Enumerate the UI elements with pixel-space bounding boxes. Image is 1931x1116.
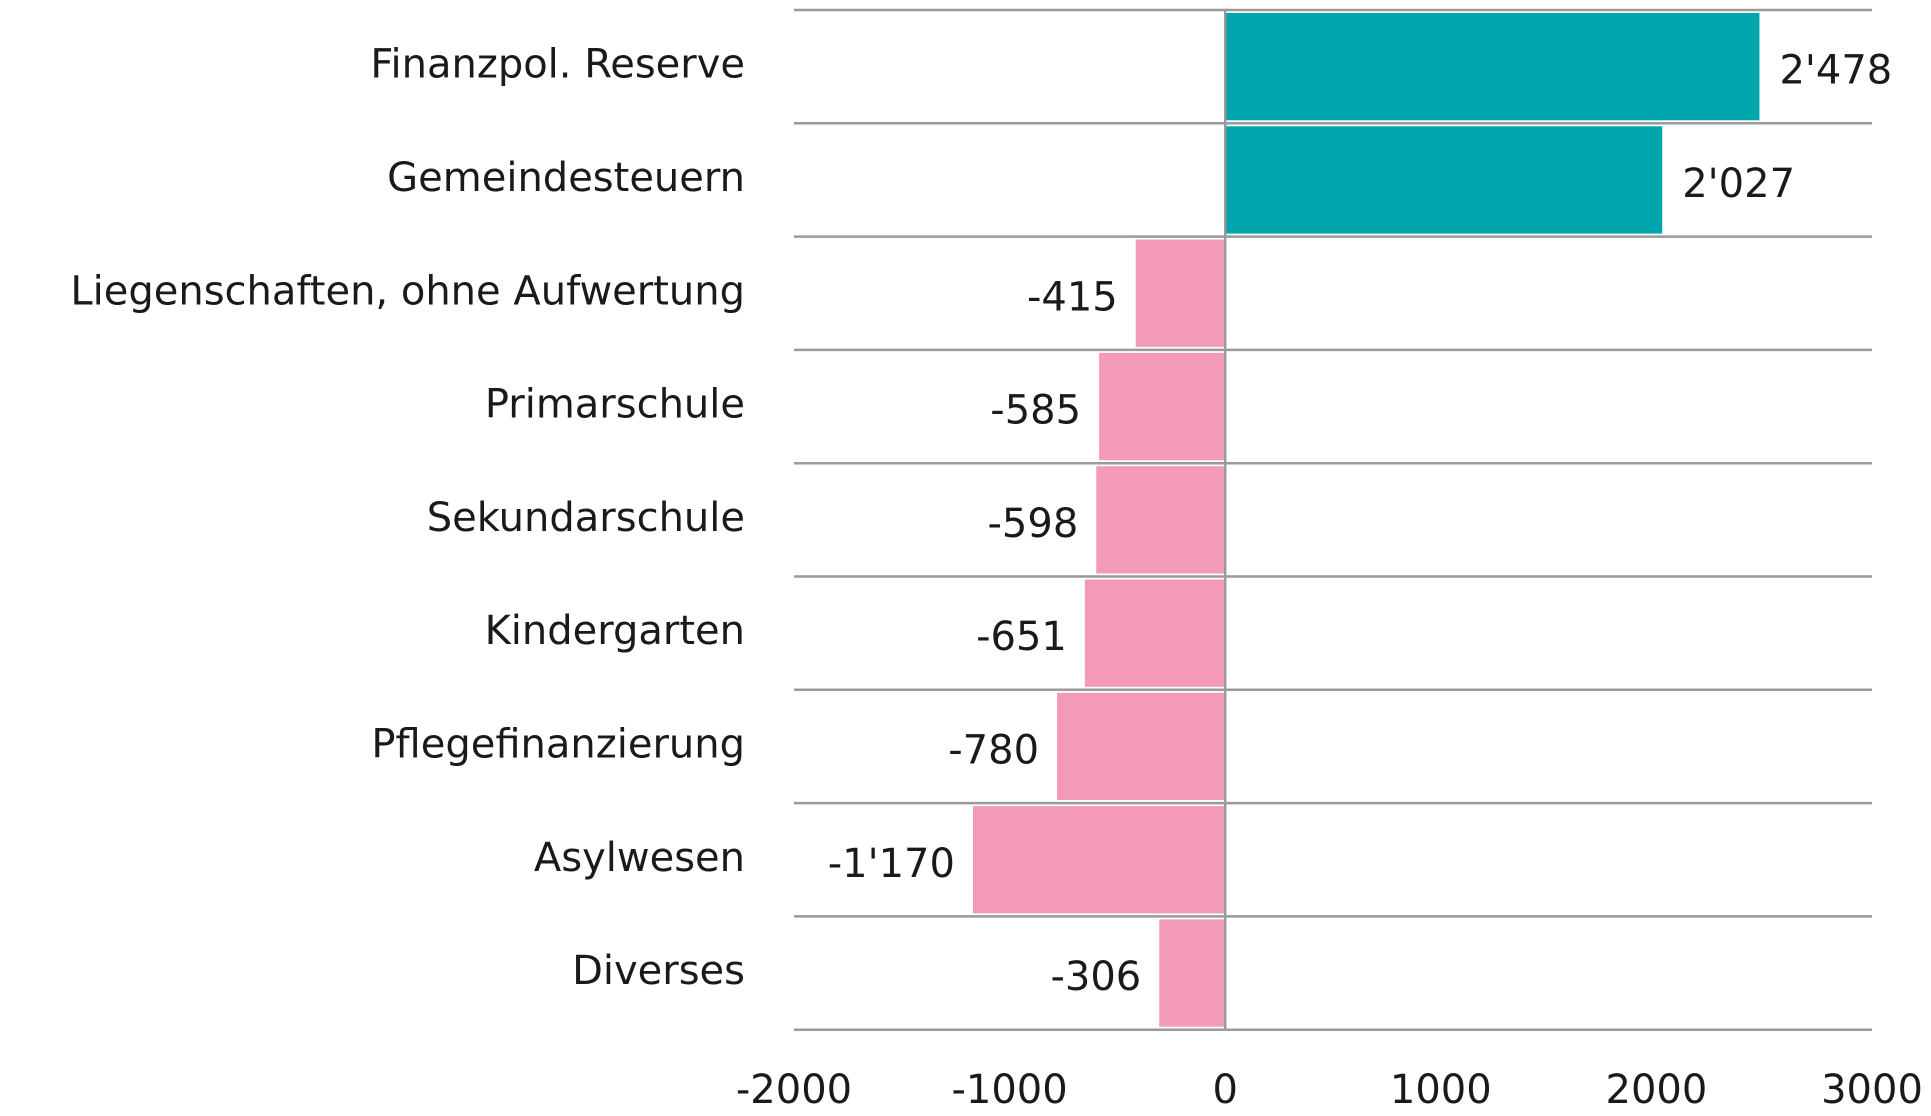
x-tick-label: 0 (1212, 1067, 1237, 1113)
bar (1225, 126, 1663, 234)
x-tick-label: -1000 (951, 1067, 1067, 1113)
category-label: Kindergarten (485, 608, 745, 654)
bar (1159, 919, 1226, 1027)
value-label: 2'027 (1682, 161, 1795, 207)
bar (1096, 466, 1226, 574)
value-label: -585 (990, 388, 1081, 434)
category-label: Finanzpol. Reserve (370, 42, 745, 88)
category-label: Gemeindesteuern (387, 155, 745, 201)
category-label: Pflegefinanzierung (371, 721, 745, 767)
x-tick-label: 2000 (1606, 1067, 1708, 1113)
category-label: Asylwesen (534, 835, 745, 881)
x-tick-label: 1000 (1390, 1067, 1492, 1113)
bar (1057, 692, 1226, 801)
value-label: -306 (1050, 954, 1141, 1000)
category-label: Liegenschaften, ohne Aufwertung (70, 268, 745, 314)
bar (1135, 239, 1226, 347)
value-label: -780 (948, 727, 1039, 773)
x-tick-label: -2000 (736, 1067, 852, 1113)
bar (1225, 13, 1760, 121)
x-tick-label: 3000 (1821, 1067, 1923, 1113)
value-label: -598 (987, 501, 1078, 547)
category-label: Sekundarschule (427, 495, 745, 541)
value-label: 2'478 (1779, 48, 1892, 94)
value-label: -651 (976, 614, 1067, 660)
bar (1084, 579, 1226, 687)
bar (1099, 352, 1226, 461)
value-label: -415 (1027, 274, 1118, 320)
category-label: Primarschule (485, 382, 745, 428)
category-label: Diverses (572, 948, 745, 994)
value-label: -1'170 (828, 841, 955, 887)
bar (972, 806, 1226, 914)
